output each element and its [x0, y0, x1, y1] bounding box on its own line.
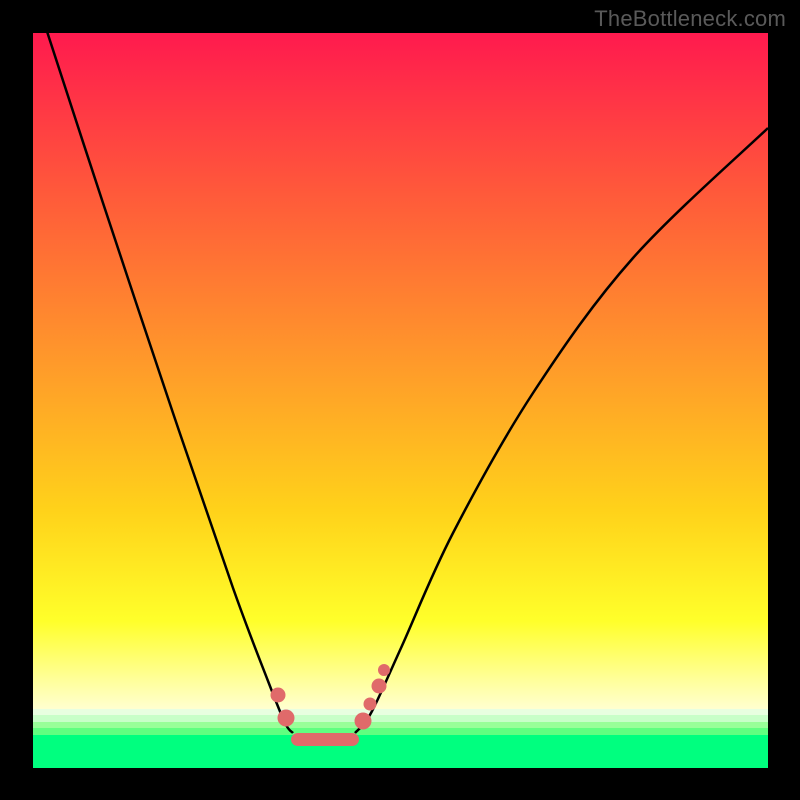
marker-dot: [355, 713, 372, 730]
marker-dot: [378, 664, 390, 676]
left-curve: [41, 13, 293, 733]
plot-area: [33, 33, 768, 768]
watermark-text: TheBottleneck.com: [594, 6, 786, 32]
marker-dot: [364, 698, 377, 711]
marker-dots: [271, 664, 391, 730]
marker-dot: [278, 710, 295, 727]
marker-dot: [372, 679, 387, 694]
bottom-marker-bar: [291, 733, 359, 746]
chart-svg: [33, 33, 768, 768]
marker-dot: [271, 688, 286, 703]
right-curve: [355, 128, 768, 733]
